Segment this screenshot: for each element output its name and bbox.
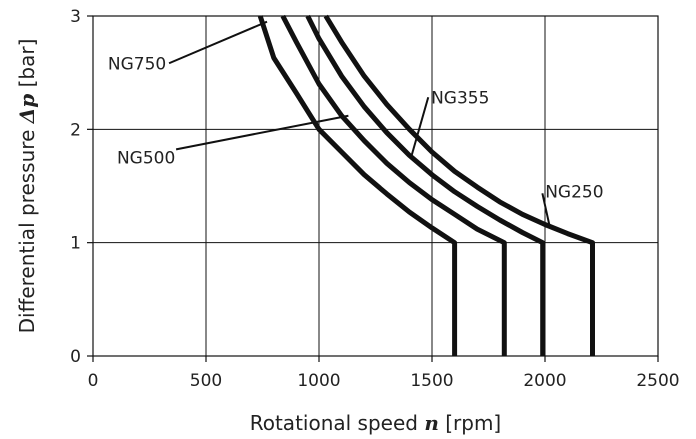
y-tick-label: 1	[70, 234, 81, 254]
series-label-ng750: NG750	[108, 54, 166, 74]
x-tick-label: 2500	[636, 371, 679, 391]
series-label-ng500: NG500	[117, 148, 175, 168]
y-tick-label: 2	[70, 120, 81, 140]
x-tick-label: 2000	[523, 371, 566, 391]
series-line-ng355	[305, 14, 546, 356]
leader-line	[541, 193, 551, 226]
y-tick-label: 0	[70, 347, 81, 367]
x-tick-label: 1000	[297, 371, 340, 391]
series-group	[257, 14, 595, 356]
y-axis-title: Differential pressure Δp [bar]	[15, 39, 39, 334]
y-tick-label: 3	[70, 7, 81, 27]
leader-line	[175, 114, 349, 151]
series-label-ng250: NG250	[545, 182, 603, 202]
annotations: NG750 NG500 NG355 NG250	[108, 20, 604, 226]
series-label-ng355: NG355	[431, 88, 489, 108]
leader-line	[168, 20, 268, 65]
y-axis: 0 1 2 3	[70, 7, 93, 367]
x-tick-label: 500	[190, 371, 222, 391]
series-line-ng250	[323, 14, 595, 356]
x-tick-label: 0	[88, 371, 99, 391]
series-line-ng500	[280, 14, 507, 356]
x-axis-title: Rotational speed n [rpm]	[250, 411, 502, 435]
plot-frame	[92, 15, 659, 357]
leader-line	[410, 96, 430, 156]
series-line-ng750	[257, 15, 458, 356]
x-tick-label: 1500	[410, 371, 453, 391]
x-axis: 0 500 1000 1500 2000 2500	[88, 356, 680, 391]
